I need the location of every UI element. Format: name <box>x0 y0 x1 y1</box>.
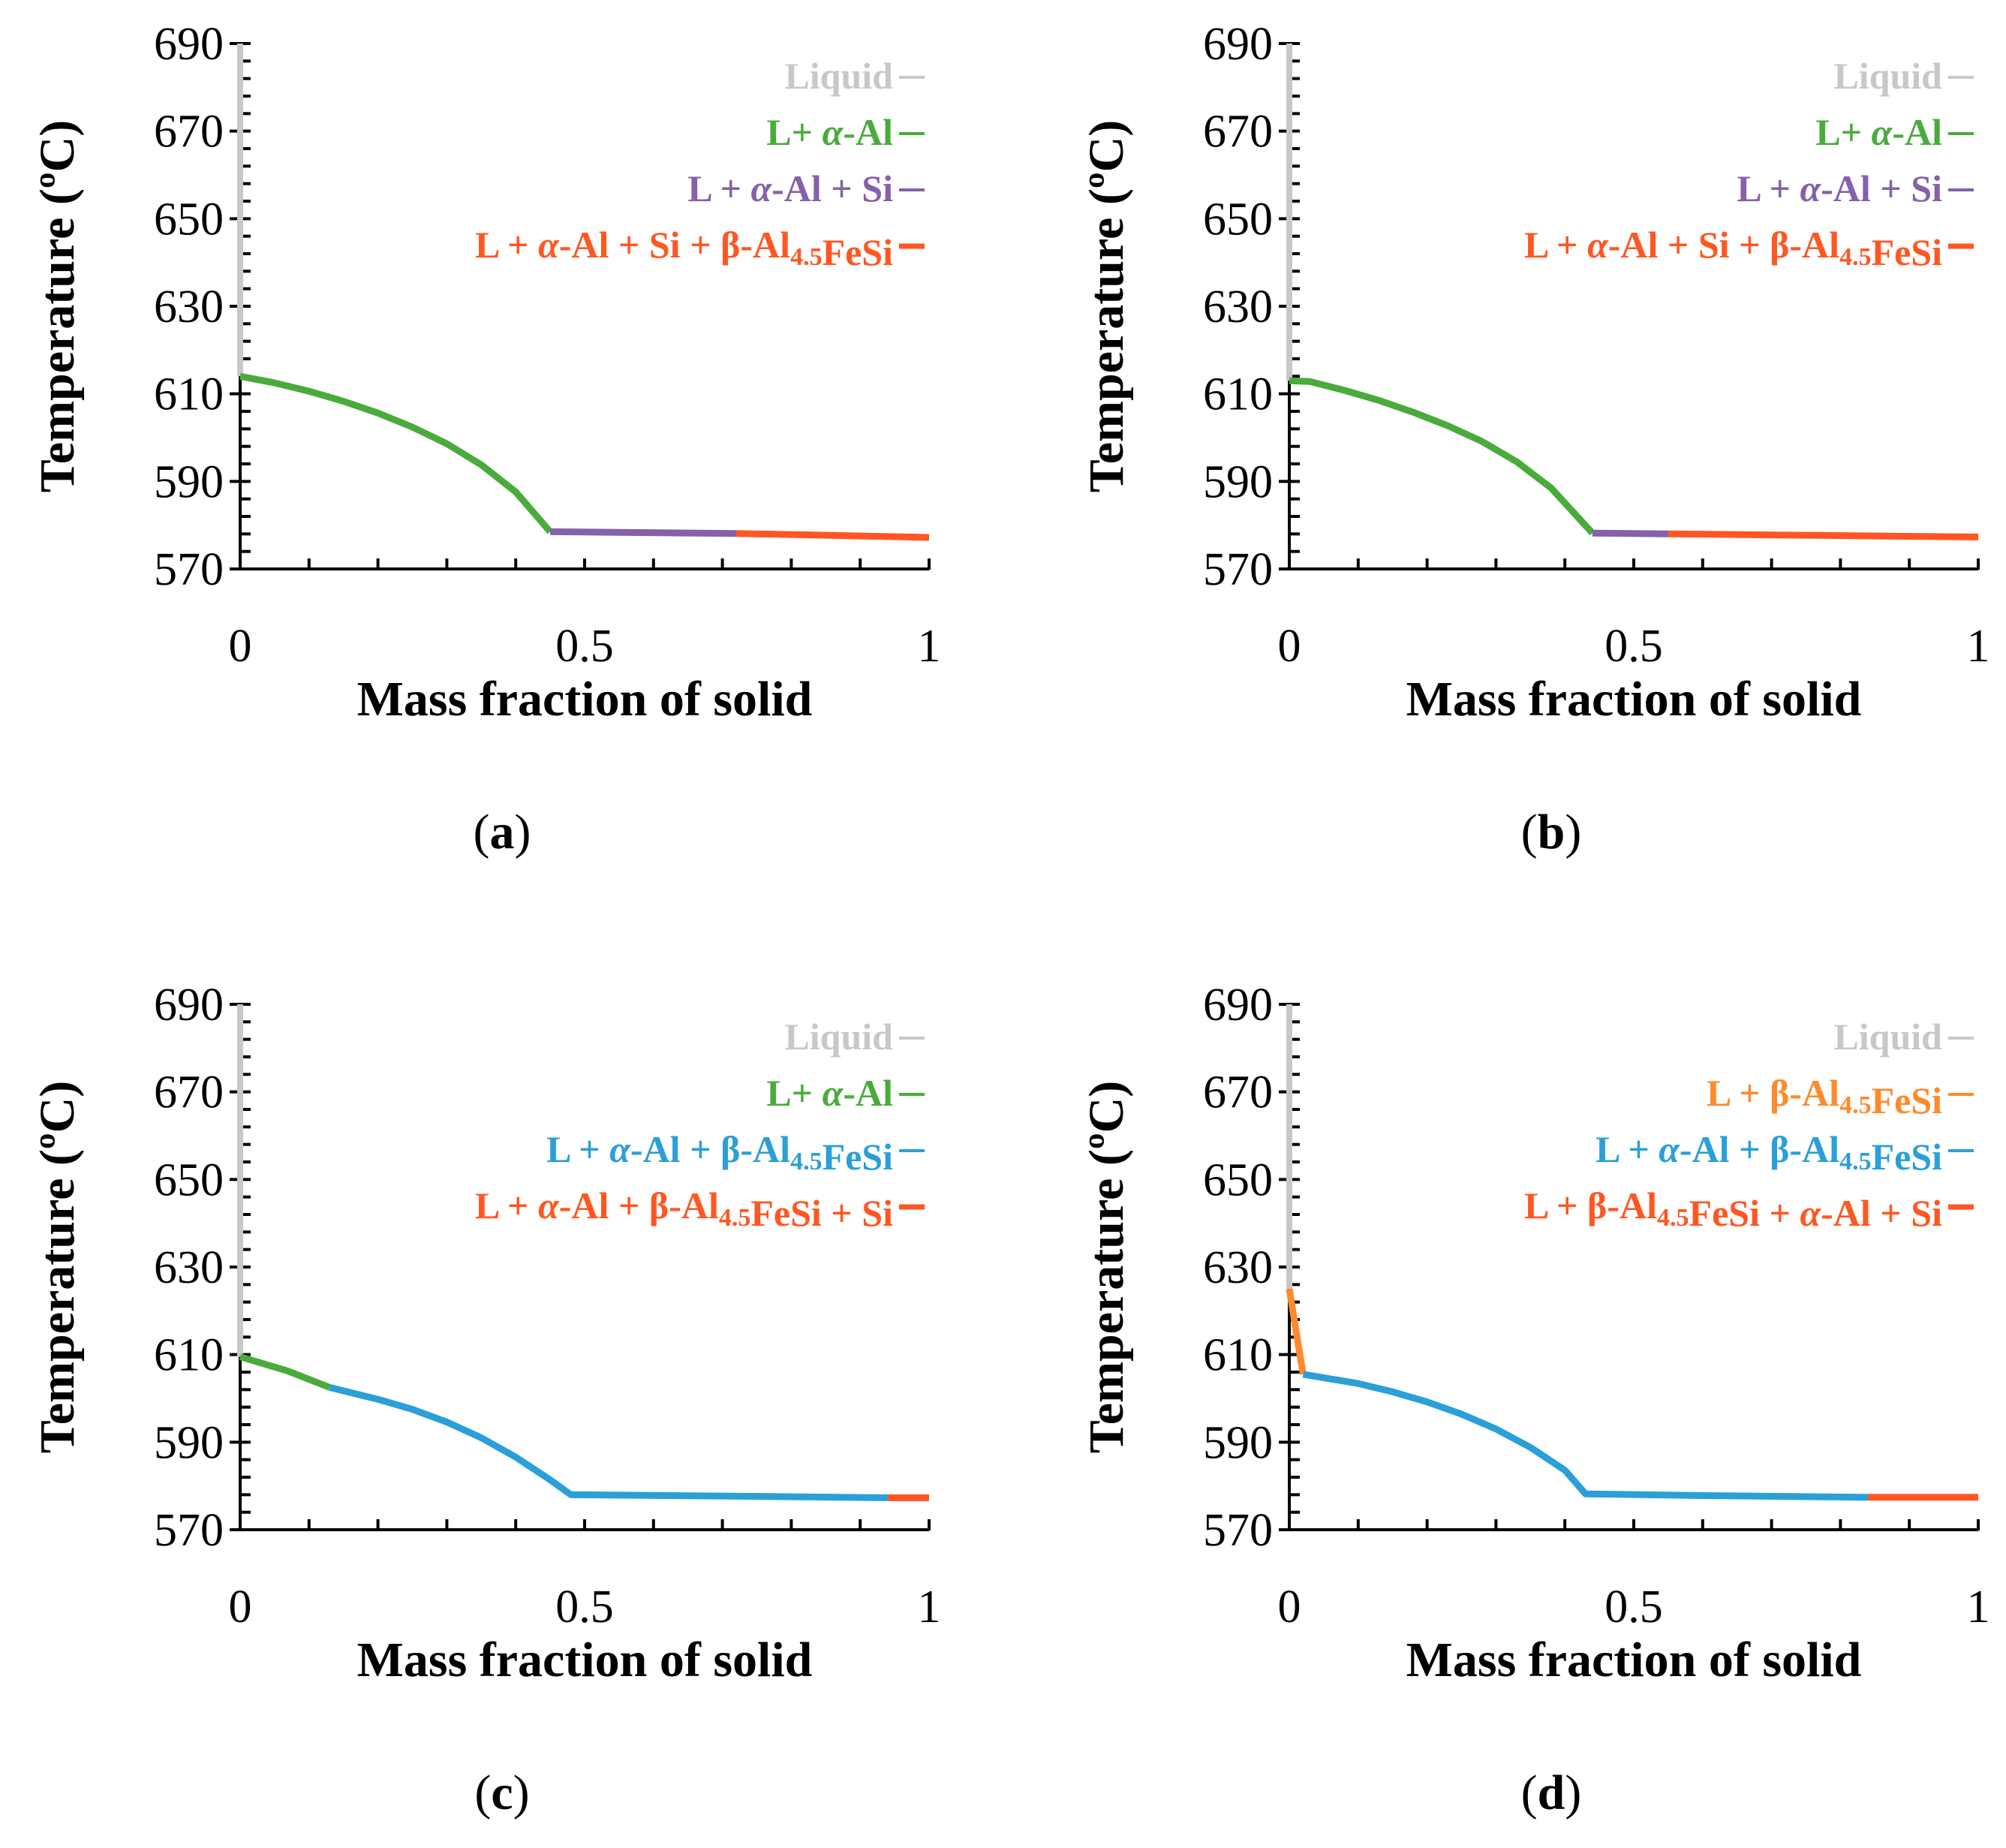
y-tick-label: 590 <box>154 1417 224 1468</box>
y-tick-label: 590 <box>154 456 224 507</box>
x-axis-title: Mass fraction of solid <box>1406 1633 1862 1687</box>
x-tick-label: 1 <box>1967 1582 1990 1633</box>
y-tick-label: 570 <box>1203 1505 1273 1556</box>
chart-panel-c: 570 590 610 630 650 670 690 0 0.5 1 Mass fraction … <box>30 980 941 1820</box>
y-tick-label: 670 <box>1203 107 1273 158</box>
legend-label: L+ α-Al <box>1815 111 1942 153</box>
series-line-1 <box>239 1353 331 1391</box>
y-tick-label: 570 <box>154 1505 224 1556</box>
y-tick-label: 670 <box>1203 1067 1273 1118</box>
legend-label: L + β-Al4.5FeSi <box>1707 1072 1942 1121</box>
y-tick-label: 690 <box>1203 19 1273 70</box>
y-tick-label: 630 <box>154 281 224 333</box>
y-tick-label: 630 <box>1203 1242 1273 1293</box>
y-tick-label: 570 <box>1203 544 1273 595</box>
series-line-1 <box>239 372 553 534</box>
y-tick-label: 690 <box>154 19 224 70</box>
series-line-1 <box>1289 377 1595 536</box>
y-tick-label: 610 <box>154 1330 224 1381</box>
y-tick-label: 650 <box>154 1154 224 1205</box>
x-tick-label: 0.5 <box>1604 621 1663 672</box>
series-line-2 <box>329 1384 888 1501</box>
x-tick-label: 1 <box>1967 621 1990 672</box>
chart-panel-b: 570 590 610 630 650 670 690 0 0.5 1 Mass fraction … <box>1079 19 1990 859</box>
legend-label: L + α-Al + β-Al4.5FeSi <box>1595 1128 1942 1178</box>
y-tick-label: 650 <box>154 194 224 245</box>
y-tick-label: 670 <box>154 107 224 158</box>
y-tick-label: 590 <box>1203 456 1273 507</box>
y-tick-label: 630 <box>1203 281 1273 333</box>
x-axis-title: Mass fraction of solid <box>1406 672 1862 727</box>
y-tick-label: 590 <box>1203 1417 1273 1468</box>
y-tick-label: 690 <box>1203 980 1273 1031</box>
x-tick-label: 0.5 <box>555 621 614 672</box>
legend-label: Liquid <box>1833 1016 1942 1058</box>
x-tick-label: 1 <box>918 621 941 672</box>
y-axis-title: Temperature (ºC) <box>1079 120 1134 493</box>
chart-panel-d: 570 590 610 630 650 670 690 0 0.5 1 Mass fraction … <box>1079 980 1990 1820</box>
legend-label: Liquid <box>1833 55 1942 97</box>
panel-label: (a) <box>474 805 531 859</box>
legend-label: L + α-Al + Si + β-Al4.5FeSi <box>475 224 893 273</box>
y-tick-label: 690 <box>154 980 224 1031</box>
legend-label: L + α-Al + Si <box>1737 167 1942 209</box>
series-line-2 <box>550 528 737 537</box>
y-axis-title: Temperature (ºC) <box>1079 1081 1134 1454</box>
x-axis-title: Mass fraction of solid <box>357 672 813 727</box>
legend-label: Liquid <box>784 55 893 97</box>
series-line-2 <box>1302 1371 1869 1501</box>
legend-label: L+ α-Al <box>766 111 893 153</box>
series-line-3 <box>1668 530 1979 540</box>
legend-label: L + α-Al + Si <box>687 167 893 209</box>
x-tick-label: 0.5 <box>555 1582 614 1633</box>
x-tick-label: 0 <box>1278 621 1301 672</box>
legend-label: L + α-Al + β-Al4.5FeSi <box>546 1128 893 1178</box>
legend-label: L + β-Al4.5FeSi + α-Al + Si <box>1524 1184 1942 1234</box>
panel-label: (c) <box>474 1765 529 1820</box>
y-tick-label: 650 <box>1203 194 1273 245</box>
x-tick-label: 0 <box>229 621 252 672</box>
y-tick-label: 610 <box>1203 1330 1273 1381</box>
series-line-3 <box>735 530 930 541</box>
y-axis-title: Temperature (ºC) <box>30 120 85 493</box>
panel-label: (b) <box>1521 805 1582 859</box>
y-axis-title: Temperature (ºC) <box>30 1081 85 1454</box>
x-tick-label: 0.5 <box>1604 1582 1663 1633</box>
y-tick-label: 610 <box>154 369 224 420</box>
x-tick-label: 0 <box>1278 1582 1301 1633</box>
legend-label: L + α-Al + β-Al4.5FeSi + Si <box>475 1184 893 1234</box>
y-tick-label: 670 <box>154 1067 224 1118</box>
x-axis-title: Mass fraction of solid <box>357 1633 813 1687</box>
chart-panel-a: 570 590 610 630 650 670 690 0 0.5 1 Mass fraction … <box>30 19 941 859</box>
series-line-2 <box>1592 529 1668 537</box>
legend-label: L + α-Al + Si + β-Al4.5FeSi <box>1524 224 1942 273</box>
y-tick-label: 650 <box>1203 1154 1273 1205</box>
legend-label: Liquid <box>784 1016 893 1058</box>
y-tick-label: 630 <box>154 1242 224 1293</box>
panel-label: (d) <box>1521 1765 1582 1820</box>
legend-label: L+ α-Al <box>766 1072 893 1114</box>
series-line-1 <box>1286 1288 1307 1375</box>
y-tick-label: 610 <box>1203 369 1273 420</box>
x-tick-label: 0 <box>229 1582 252 1633</box>
x-tick-label: 1 <box>918 1582 941 1633</box>
y-tick-label: 570 <box>154 544 224 595</box>
